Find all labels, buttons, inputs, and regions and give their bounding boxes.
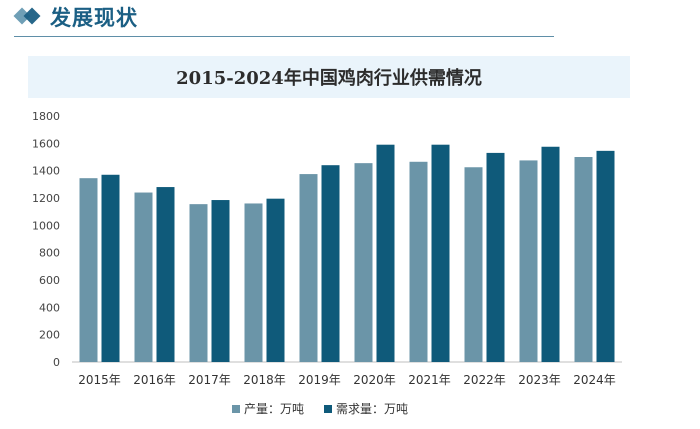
bar-demand bbox=[541, 146, 560, 362]
y-tick-label: 600 bbox=[39, 274, 60, 287]
chart-title-bar: 2015-2024年中国鸡肉行业供需情况 bbox=[28, 56, 630, 98]
y-tick-label: 1800 bbox=[32, 110, 60, 123]
legend-item-demand: 需求量：万吨 bbox=[324, 400, 408, 417]
chart-title: 2015-2024年中国鸡肉行业供需情况 bbox=[176, 68, 482, 89]
bar-production bbox=[299, 174, 318, 362]
x-tick-label: 2024年 bbox=[573, 373, 616, 387]
bar-demand bbox=[321, 165, 340, 362]
bar-production bbox=[464, 167, 483, 362]
legend-label-demand: 需求量：万吨 bbox=[336, 402, 409, 416]
bar-demand bbox=[266, 198, 285, 362]
section-header: 发展现状 bbox=[13, 2, 138, 32]
x-tick-label: 2017年 bbox=[188, 373, 231, 387]
bar-demand bbox=[156, 187, 175, 362]
y-tick-label: 200 bbox=[39, 329, 60, 342]
bar-demand bbox=[376, 144, 395, 362]
bar-demand bbox=[486, 152, 505, 362]
y-tick-label: 400 bbox=[39, 301, 60, 314]
y-tick-label: 1600 bbox=[32, 137, 60, 150]
x-tick-label: 2019年 bbox=[298, 373, 341, 387]
bar-production bbox=[574, 157, 593, 362]
x-tick-label: 2018年 bbox=[243, 373, 286, 387]
y-tick-label: 1200 bbox=[32, 192, 60, 205]
bar-production bbox=[79, 178, 98, 362]
bar-production bbox=[189, 204, 208, 362]
y-tick-label: 1000 bbox=[32, 219, 60, 232]
bar-demand bbox=[596, 150, 615, 362]
x-tick-label: 2016年 bbox=[133, 373, 176, 387]
bar-demand bbox=[211, 200, 230, 362]
bar-production bbox=[409, 161, 428, 362]
legend-item-production: 产量：万吨 bbox=[231, 400, 304, 417]
x-tick-label: 2022年 bbox=[463, 373, 506, 387]
bar-demand bbox=[101, 174, 120, 362]
bar-production bbox=[134, 192, 153, 362]
legend: 产量：万吨 需求量：万吨 bbox=[0, 400, 700, 417]
y-tick-label: 0 bbox=[53, 356, 60, 369]
y-tick-label: 1400 bbox=[32, 165, 60, 178]
bar-demand bbox=[431, 144, 450, 362]
x-tick-label: 2021年 bbox=[408, 373, 451, 387]
x-tick-label: 2023年 bbox=[518, 373, 561, 387]
bar-production bbox=[519, 160, 538, 362]
x-tick-label: 2015年 bbox=[78, 373, 121, 387]
legend-swatch-production bbox=[231, 404, 240, 413]
section-title: 发展现状 bbox=[50, 5, 138, 30]
legend-swatch-demand bbox=[324, 404, 332, 413]
header-divider bbox=[14, 36, 554, 37]
legend-label-production: 产量：万吨 bbox=[243, 402, 304, 416]
x-tick-label: 2020年 bbox=[353, 373, 396, 387]
bar-production bbox=[354, 163, 373, 362]
y-tick-label: 800 bbox=[39, 247, 60, 260]
bar-production bbox=[244, 203, 263, 362]
